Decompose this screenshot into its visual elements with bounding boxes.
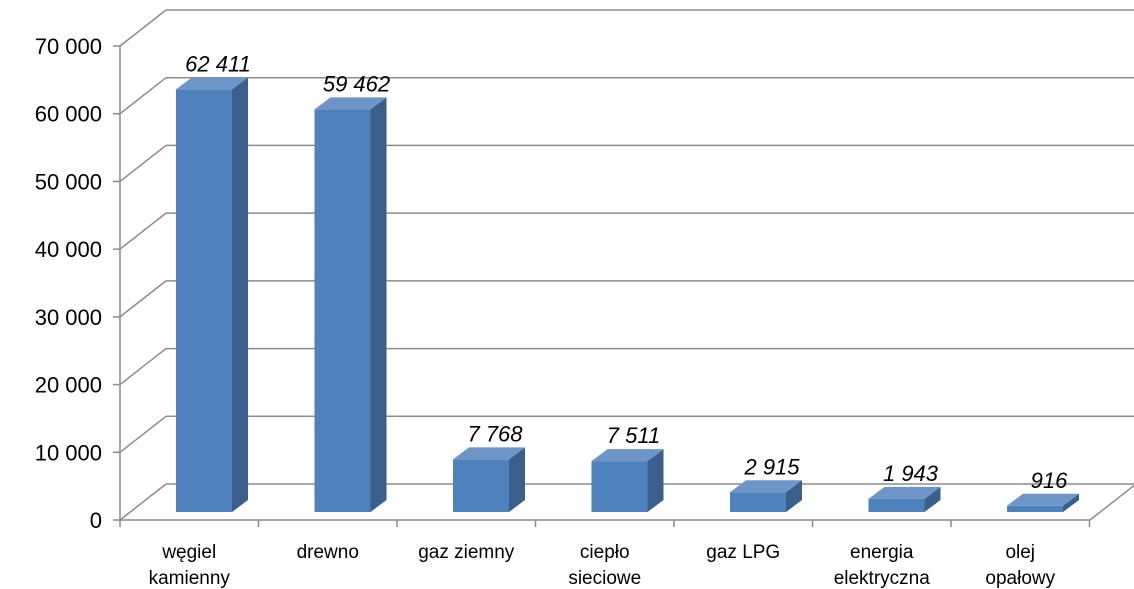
bar-top-face: [1007, 493, 1079, 506]
category-label-line: olej: [1005, 542, 1035, 563]
data-label: 7 768: [467, 421, 523, 446]
y-tick-label: 40 000: [35, 237, 102, 262]
gridline-diagonal: [119, 212, 167, 250]
bar-front-face: [314, 109, 371, 513]
category-label: ciepło sieciowe: [568, 542, 641, 589]
bar-side-face: [370, 97, 387, 513]
bar-side-face: [924, 486, 941, 512]
y-tick-label: 30 000: [35, 305, 102, 330]
data-label: 2 915: [743, 454, 800, 479]
category-label-line: gaz ziemny: [418, 542, 515, 563]
category-label: olej opałowy: [985, 542, 1055, 589]
bar: [176, 77, 248, 513]
category-label-line: kamienny: [149, 568, 231, 589]
bar-side-face: [786, 480, 802, 512]
y-tick-label: 60 000: [35, 102, 102, 127]
bar-front-face: [1007, 505, 1063, 512]
bar-top-face: [314, 97, 387, 110]
category-label-line: elektryczna: [834, 568, 931, 589]
y-tick-label: 0: [90, 508, 102, 533]
category-label: energia elektryczna: [834, 542, 931, 589]
y-tick-label: 10 000: [35, 440, 102, 465]
category-label-line: węgiel: [161, 542, 216, 563]
bar-top-face: [591, 449, 664, 462]
bar-front-face: [730, 492, 786, 512]
bar: [453, 447, 525, 512]
category-label-line: energia: [850, 542, 914, 563]
bar-front-face: [176, 89, 232, 513]
bar-front-face: [868, 498, 925, 512]
gridline-diagonal: [119, 415, 167, 453]
category-label-line: sieciowe: [568, 568, 641, 589]
bar-front-face: [591, 461, 648, 512]
gridline-diagonal: [119, 9, 167, 47]
gridline-diagonal: [119, 77, 167, 115]
bar-side-face: [232, 77, 248, 513]
category-label: gaz LPG: [706, 542, 780, 563]
data-label: 59 462: [323, 71, 390, 96]
y-tick-label: 70 000: [35, 34, 102, 59]
y-tick-label: 20 000: [35, 373, 102, 398]
data-label: 916: [1031, 468, 1068, 493]
category-label: gaz ziemny: [418, 542, 515, 563]
data-label: 7 511: [607, 423, 660, 448]
bar: [1007, 493, 1079, 512]
bar: [730, 480, 802, 512]
data-label: 1 943: [883, 461, 939, 486]
category-label-line: opałowy: [985, 568, 1055, 589]
bar: [314, 97, 387, 513]
bar-side-face: [1063, 493, 1079, 512]
gridline-diagonal: [119, 483, 167, 521]
gridline-diagonal: [119, 280, 167, 318]
category-label-line: ciepło: [580, 542, 630, 563]
category-label: drewno: [297, 542, 359, 563]
floor-right-edge: [1089, 484, 1134, 521]
gridline-diagonal: [119, 347, 167, 386]
bar-top-face: [453, 447, 525, 460]
y-tick-label: 50 000: [35, 169, 102, 194]
bar-top-face: [176, 77, 248, 90]
category-label-line: drewno: [297, 542, 359, 563]
bar-side-face: [509, 447, 525, 512]
gridline-diagonal: [119, 144, 167, 183]
bar-top-face: [730, 480, 802, 493]
bar-front-face: [453, 459, 509, 512]
category-label-line: gaz LPG: [706, 542, 780, 563]
bar: [591, 449, 664, 512]
bar-side-face: [647, 449, 664, 512]
bar: [868, 486, 941, 512]
bar-top-face: [868, 486, 941, 499]
data-label: 62 411: [185, 51, 251, 76]
category-label: węgiel kamienny: [149, 542, 231, 589]
